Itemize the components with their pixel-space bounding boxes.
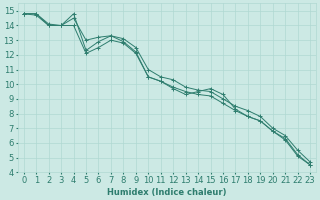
X-axis label: Humidex (Indice chaleur): Humidex (Indice chaleur) (107, 188, 227, 197)
